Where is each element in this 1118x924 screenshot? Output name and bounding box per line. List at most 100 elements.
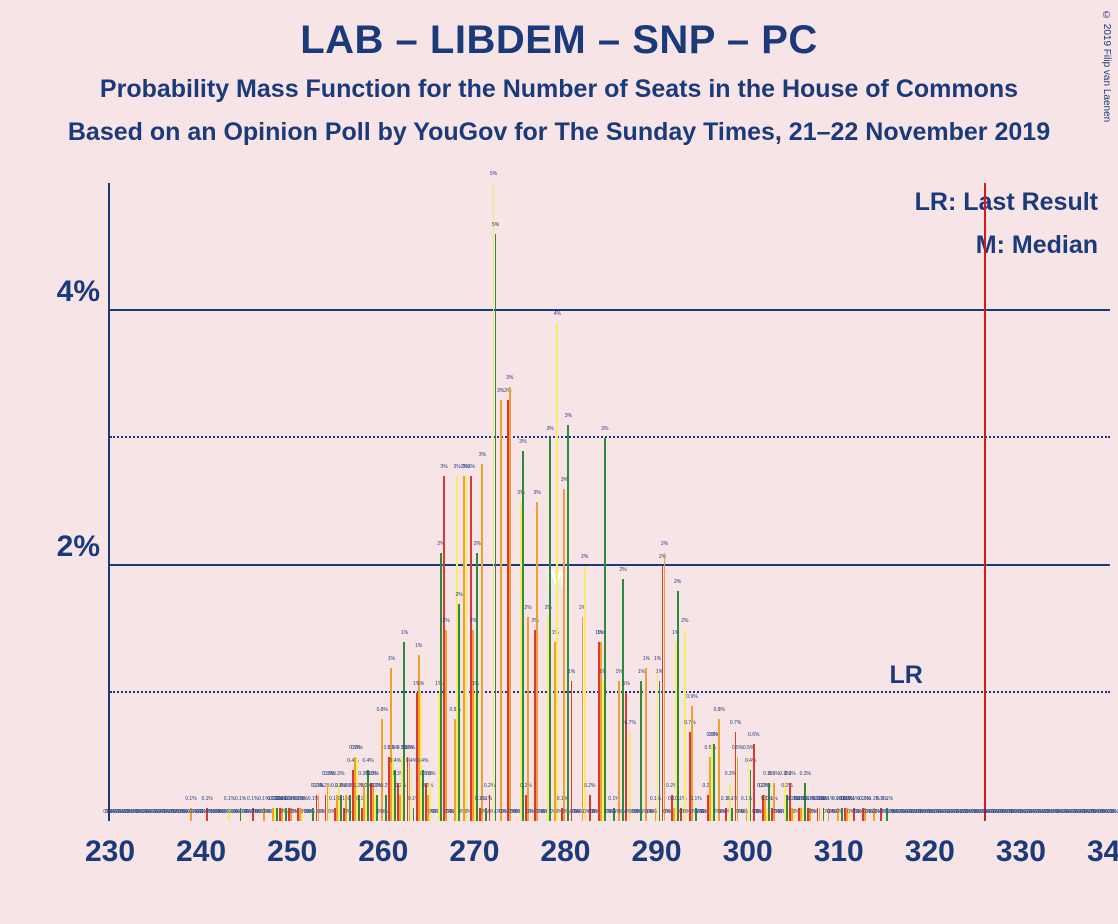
subtitle-1: Probability Mass Function for the Number… <box>0 75 1118 104</box>
bar-value-label: 1% <box>568 669 575 675</box>
x-tick-label: 230 <box>85 835 135 869</box>
bar-value-label: 0% <box>1111 809 1118 815</box>
bar-green <box>403 642 405 821</box>
bar-value-label: 0.2% <box>422 783 433 789</box>
bar-value-label: 0.1% <box>481 796 492 802</box>
y-tick-label: 4% <box>42 275 100 309</box>
bar-value-label: 0.7% <box>684 720 695 726</box>
bar-value-label: 0.3% <box>333 771 344 777</box>
bar-green <box>731 808 733 821</box>
bar-green <box>276 808 278 821</box>
bar-value-label: 0.4% <box>417 758 428 764</box>
bar-green <box>367 770 369 821</box>
bar-value-label: 0.5% <box>404 745 415 751</box>
bar-orange <box>691 706 693 821</box>
bar-green <box>622 579 624 821</box>
bar-value-label: 3% <box>468 464 475 470</box>
main-title: LAB – LIBDEM – SNP – PC <box>0 18 1118 63</box>
bar-orange <box>563 489 565 821</box>
gridline-minor <box>110 436 1110 438</box>
bar-orange <box>481 464 483 821</box>
bar-value-label: 0.2% <box>584 783 595 789</box>
bar-green <box>522 451 524 821</box>
x-tick-label: 260 <box>358 835 408 869</box>
bar-green <box>285 808 287 821</box>
bar-value-label: 1% <box>401 630 408 636</box>
bar-value-label: 0.9% <box>686 694 697 700</box>
bar-orange <box>527 617 529 821</box>
bar-value-label: 0.1% <box>224 796 235 802</box>
bar-orange <box>536 502 538 821</box>
bar-value-label: 4% <box>554 311 561 317</box>
bar-green <box>476 553 478 821</box>
bar-value-label: 0.7% <box>625 720 636 726</box>
bar-value-label: 1% <box>388 656 395 662</box>
bar-value-label: 2% <box>456 592 463 598</box>
bar-value-label: 0.3% <box>800 771 811 777</box>
bar-value-label: 2% <box>674 579 681 585</box>
bar-value-label: 3% <box>565 413 572 419</box>
bar-value-label: 0.4% <box>362 758 373 764</box>
bar-green <box>394 770 396 821</box>
bar-value-label: 0.1% <box>235 796 246 802</box>
bar-value-label: 1% <box>643 656 650 662</box>
bar-yellow <box>556 323 558 821</box>
bar-value-label: 2% <box>442 618 449 624</box>
bar-green <box>841 808 843 821</box>
bar-value-label: 2% <box>619 567 626 573</box>
bar-value-label: 2% <box>681 618 688 624</box>
lr-label: LR <box>889 661 922 690</box>
last-result-line <box>984 183 986 821</box>
bar-value-label: 1% <box>654 656 661 662</box>
x-tick-label: 270 <box>449 835 499 869</box>
bar-value-label: 0.1% <box>297 796 308 802</box>
legend-median: M: Median <box>976 231 1098 260</box>
bar-value-label: 0.2% <box>781 783 792 789</box>
subtitle-2: Based on an Opinion Poll by YouGov for T… <box>0 118 1118 147</box>
bar-green <box>349 795 351 821</box>
bar-orange <box>445 630 447 821</box>
bar-value-label: 2% <box>661 541 668 547</box>
bar-value-label: 5% <box>490 171 497 177</box>
bar-value-label: 0.6% <box>748 732 759 738</box>
bar-value-label: 1% <box>417 681 424 687</box>
x-tick-label: 280 <box>540 835 590 869</box>
bar-value-label: 3% <box>534 490 541 496</box>
copyright-text: © 2019 Filip van Laenen <box>1101 10 1112 122</box>
bar-value-label: 3% <box>479 452 486 458</box>
bar-green <box>458 604 460 821</box>
bar-red <box>571 681 573 821</box>
bar-value-label: 3% <box>506 375 513 381</box>
bar-value-label: 0.1% <box>201 796 212 802</box>
bar-green <box>495 234 497 821</box>
x-tick-label: 330 <box>996 835 1046 869</box>
bar-value-label: 1% <box>415 643 422 649</box>
bar-yellow <box>629 732 631 821</box>
chart-container: LR: Last Result M: Median LR M 2%4%23024… <box>40 183 1110 873</box>
bar-value-label: 0.5% <box>351 745 362 751</box>
bar-value-label: 0.1% <box>247 796 258 802</box>
bar-orange <box>664 553 666 821</box>
bar-value-label: 0.1% <box>690 796 701 802</box>
bar-value-label: 3% <box>440 464 447 470</box>
gridline-major <box>110 309 1110 311</box>
y-tick-label: 2% <box>42 530 100 564</box>
bar-green <box>422 770 424 821</box>
bar-value-label: 0.1% <box>882 796 893 802</box>
x-tick-label: 310 <box>814 835 864 869</box>
bar-value-label: 2% <box>581 554 588 560</box>
legend-last-result: LR: Last Result <box>915 188 1098 217</box>
bar-value-label: 0.8% <box>377 707 388 713</box>
x-tick-label: 300 <box>723 835 773 869</box>
bar-value-label: 1% <box>623 681 630 687</box>
gridline-major <box>110 564 1110 566</box>
bar-value-label: 0.4% <box>745 758 756 764</box>
plot-area: LR: Last Result M: Median LR M 2%4%23024… <box>108 183 1110 821</box>
bar-orange <box>509 387 511 821</box>
bar-value-label: 3% <box>547 426 554 432</box>
bar-green <box>677 591 679 821</box>
x-tick-label: 340 <box>1087 835 1118 869</box>
bar-red <box>625 693 627 821</box>
bar-value-label: 0.5% <box>732 745 743 751</box>
bar-value-label: 2% <box>524 605 531 611</box>
